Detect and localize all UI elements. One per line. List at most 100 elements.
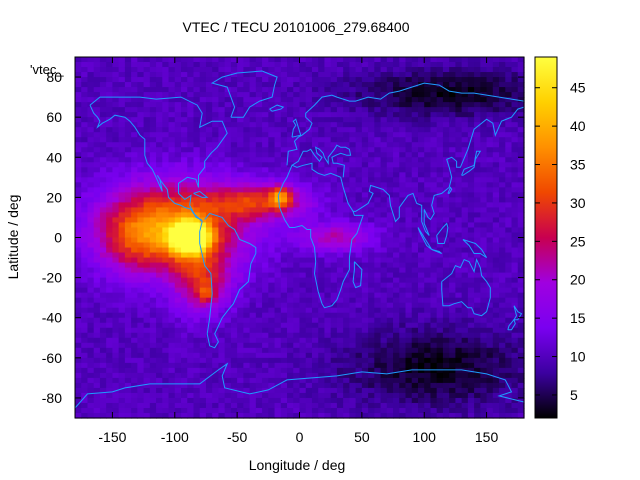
heatmap-cell [355,202,363,209]
heatmap-cell [193,112,201,118]
heatmap-cell [455,192,463,198]
heatmap-cell [268,207,276,214]
heatmap-cell [486,207,494,214]
heatmap-cell [237,92,244,98]
heatmap-cell [274,157,282,163]
heatmap-cell [311,157,319,163]
heatmap-cell [355,197,363,203]
heatmap-cell [499,162,506,168]
heatmap-cell [386,212,394,219]
heatmap-cell [156,57,163,63]
heatmap-cell [393,192,400,198]
heatmap-cell [436,347,444,354]
heatmap-cell [137,272,145,279]
heatmap-cell [386,322,394,329]
heatmap-cell [355,172,363,178]
heatmap-cell [149,282,157,289]
heatmap-cell [143,97,151,103]
heatmap-cell [156,397,163,404]
heatmap-cell [449,302,457,309]
heatmap-cell [311,92,319,98]
heatmap-cell [118,117,126,123]
heatmap-cell [474,262,481,269]
heatmap-cell [311,212,319,219]
heatmap-cell [467,232,475,239]
heatmap-cell [318,402,326,409]
heatmap-cell [181,152,188,158]
heatmap-cell [305,322,313,329]
heatmap-cell [174,307,182,314]
heatmap-cell [137,147,145,153]
heatmap-cell [255,372,263,379]
heatmap-cell [368,92,375,98]
heatmap-cell [324,327,332,334]
heatmap-cell [499,57,506,63]
heatmap-cell [149,257,157,264]
heatmap-cell [224,267,232,274]
heatmap-cell [436,302,444,309]
heatmap-cell [212,192,220,198]
heatmap-cell [467,292,475,299]
heatmap-cell [480,212,488,219]
heatmap-cell [193,72,201,78]
heatmap-cell [243,342,251,349]
heatmap-cell [486,282,494,289]
heatmap-cell [336,397,344,404]
heatmap-cell [349,147,357,153]
heatmap-cell [411,137,419,143]
heatmap-cell [212,77,220,83]
heatmap-cell [205,372,213,379]
heatmap-cell [442,137,450,143]
heatmap-cell [436,152,444,158]
heatmap-cell [299,347,307,354]
heatmap-cell [268,127,276,133]
heatmap-cell [374,312,382,319]
heatmap-cell [374,287,382,294]
heatmap-cell [374,232,382,239]
heatmap-cell [156,402,163,409]
heatmap-cell [187,317,195,324]
heatmap-cell [87,227,95,234]
heatmap-cell [343,242,350,249]
heatmap-cell [162,362,170,369]
heatmap-cell [455,157,463,163]
heatmap-cell [393,402,400,409]
heatmap-cell [455,302,463,309]
heatmap-cell [174,177,182,183]
heatmap-cell [480,307,488,314]
heatmap-cell [193,202,201,209]
heatmap-cell [399,82,407,88]
heatmap-cell [81,92,89,98]
heatmap-cell [156,97,163,103]
heatmap-cell [131,177,138,183]
heatmap-cell [93,407,101,414]
heatmap-cell [75,217,82,224]
heatmap-cell [99,127,107,133]
heatmap-cell [149,147,157,153]
heatmap-cell [156,317,163,324]
heatmap-cell [330,162,338,168]
heatmap-cell [349,337,357,344]
heatmap-cell [112,242,120,249]
heatmap-cell [268,62,276,68]
heatmap-cell [330,397,338,404]
heatmap-cell [230,357,238,364]
heatmap-cell [143,317,151,324]
heatmap-cell [187,287,195,294]
heatmap-cell [461,392,469,399]
heatmap-cell [299,382,307,389]
heatmap-cell [499,397,506,404]
heatmap-cell [486,167,494,173]
heatmap-cell [436,327,444,334]
heatmap-cell [255,337,263,344]
heatmap-cell [299,397,307,404]
heatmap-cell [430,132,438,138]
heatmap-cell [355,117,363,123]
heatmap-cell [162,182,170,188]
heatmap-cell [455,117,463,123]
heatmap-cell [137,292,145,299]
heatmap-cell [174,137,182,143]
heatmap-cell [386,107,394,113]
heatmap-cell [336,77,344,83]
heatmap-cell [399,267,407,274]
